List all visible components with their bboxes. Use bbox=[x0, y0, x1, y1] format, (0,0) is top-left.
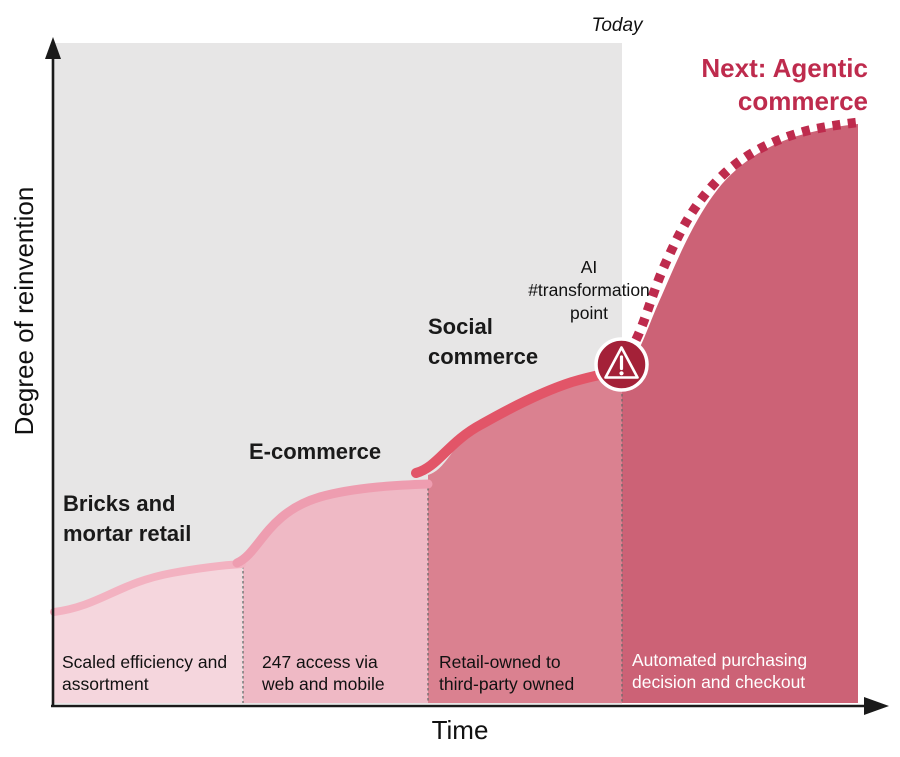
agentic-commerce-dotted-curve bbox=[624, 117, 863, 356]
ai-point-line-1: AI bbox=[580, 257, 598, 277]
social-commerce-area bbox=[428, 372, 622, 703]
x-axis-arrowhead bbox=[864, 697, 889, 715]
stage-label-ecommerce: E-commerce bbox=[249, 439, 382, 464]
ecommerce-curve bbox=[232, 479, 433, 568]
warning-icon bbox=[594, 337, 649, 392]
stage-label-bricks-and-mortar: Bricks and mortar retail bbox=[63, 491, 192, 546]
caption-bricks-and-mortar: Scaled efficiency and assortment bbox=[62, 652, 228, 694]
next-agentic-commerce-heading: Next: Agentic commerce bbox=[701, 53, 868, 116]
bricks-and-mortar-curve bbox=[50, 560, 246, 616]
y-axis-label: Degree of reinvention bbox=[9, 186, 39, 436]
y-axis-arrowhead bbox=[45, 37, 61, 59]
ai-point-line-3: point bbox=[570, 303, 608, 323]
x-axis-label: Time bbox=[431, 715, 489, 745]
caption-social-commerce: Retail-owned to third-party owned bbox=[439, 652, 575, 694]
stage-label-social-commerce: Social commerce bbox=[428, 314, 539, 369]
ai-point-line-2: #transformation bbox=[528, 280, 650, 300]
agentic-commerce-area bbox=[622, 124, 858, 703]
caption-ecommerce: 247 access via web and mobile bbox=[262, 652, 385, 694]
caption-agentic-commerce: Automated purchasing decision and checko… bbox=[632, 650, 808, 692]
today-label: Today bbox=[591, 15, 643, 36]
ecommerce-area bbox=[243, 486, 428, 703]
ai-transformation-point-label: AI #transformation point bbox=[489, 256, 689, 325]
